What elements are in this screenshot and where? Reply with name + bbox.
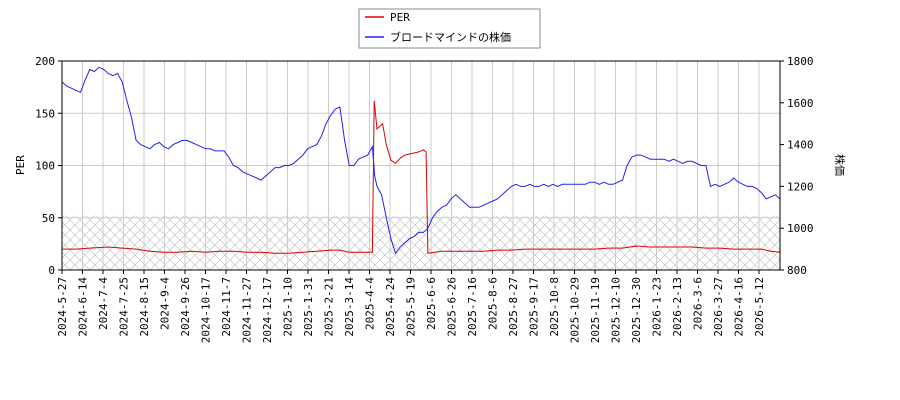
y-left-tick-label: 0 [48, 264, 55, 277]
x-tick-label: 2026-1-23 [651, 277, 664, 337]
x-tick-label: 2026-2-13 [671, 277, 684, 337]
x-tick-label: 2025-4-4 [364, 277, 377, 330]
series-line-1 [61, 66, 781, 255]
legend-box [358, 8, 541, 49]
x-tick-label: 2025-8-6 [487, 277, 500, 330]
x-tick-label: 2024-11-7 [220, 277, 233, 337]
legend: PER ブロードマインドの株価 [358, 8, 541, 49]
x-tick-label: 2024-7-25 [118, 277, 131, 337]
y-right-tick-label: 1400 [787, 139, 814, 152]
y-right-tick-label: 1200 [787, 180, 814, 193]
x-tick-label: 2026-3-6 [692, 277, 705, 330]
x-tick-label: 2025-12-30 [630, 277, 643, 343]
x-tick-label: 2026-3-27 [712, 277, 725, 337]
y-left-ticks: 0 50 100 150 200 [35, 55, 62, 277]
y-right-tick-label: 1800 [787, 55, 814, 68]
x-tick-label: 2025-11-19 [589, 277, 602, 343]
x-ticks: 2024-5-27 2024-6-14 2024-7-4 2024-7-25 2024-… [56, 270, 766, 343]
x-tick-label: 2025-5-19 [405, 277, 418, 337]
series-layer [61, 66, 781, 255]
x-tick-label: 2024-9-4 [159, 277, 172, 330]
x-tick-label: 2025-12-10 [610, 277, 623, 343]
x-tick-label: 2025-3-14 [343, 277, 356, 337]
x-tick-label: 2024-6-14 [77, 277, 90, 337]
x-tick-label: 2025-10-8 [548, 277, 561, 337]
y-right-tick-label: 1600 [787, 97, 814, 110]
y-left-tick-label: 200 [35, 55, 55, 68]
x-tick-label: 2025-7-16 [466, 277, 479, 337]
x-tick-label: 2026-4-16 [733, 277, 746, 337]
x-tick-label: 2025-10-29 [569, 277, 582, 343]
y-left-tick-label: 50 [42, 212, 55, 225]
y-left-tick-label: 150 [35, 107, 55, 120]
x-tick-label: 2025-8-27 [507, 277, 520, 337]
hatched-band [62, 215, 780, 270]
x-tick-label: 2024-5-27 [56, 277, 69, 337]
y-right-tick-label: 1000 [787, 222, 814, 235]
x-tick-label: 2024-8-15 [138, 277, 151, 337]
y-right-axis-label: 株価 [833, 154, 847, 176]
hatch-rect [62, 215, 780, 270]
x-tick-label: 2025-6-6 [425, 277, 438, 330]
x-tick-label: 2024-11-27 [241, 277, 254, 343]
x-tick-label: 2025-4-24 [384, 277, 397, 337]
x-tick-label: 2024-12-17 [261, 277, 274, 343]
legend-label: ブロードマインドの株価 [390, 30, 511, 44]
x-tick-label: 2025-1-31 [302, 277, 315, 337]
x-tick-label: 2025-9-17 [528, 277, 541, 337]
legend-label: PER [390, 11, 410, 24]
y-right-ticks: 800 1000 1200 1400 1600 1800 [780, 55, 814, 277]
x-tick-label: 2025-2-21 [323, 277, 336, 337]
x-tick-label: 2024-10-17 [200, 277, 213, 343]
series-line-0 [62, 100, 781, 254]
x-tick-label: 2024-7-4 [97, 277, 110, 330]
x-tick-label: 2025-1-10 [282, 277, 295, 337]
x-tick-label: 2024-9-26 [179, 277, 192, 337]
y-left-axis-label: PER [14, 155, 27, 175]
y-left-tick-label: 100 [35, 160, 55, 173]
x-tick-label: 2025-6-26 [446, 277, 459, 337]
y-right-tick-label: 800 [787, 264, 807, 277]
x-tick-label: 2026-5-12 [753, 277, 766, 337]
